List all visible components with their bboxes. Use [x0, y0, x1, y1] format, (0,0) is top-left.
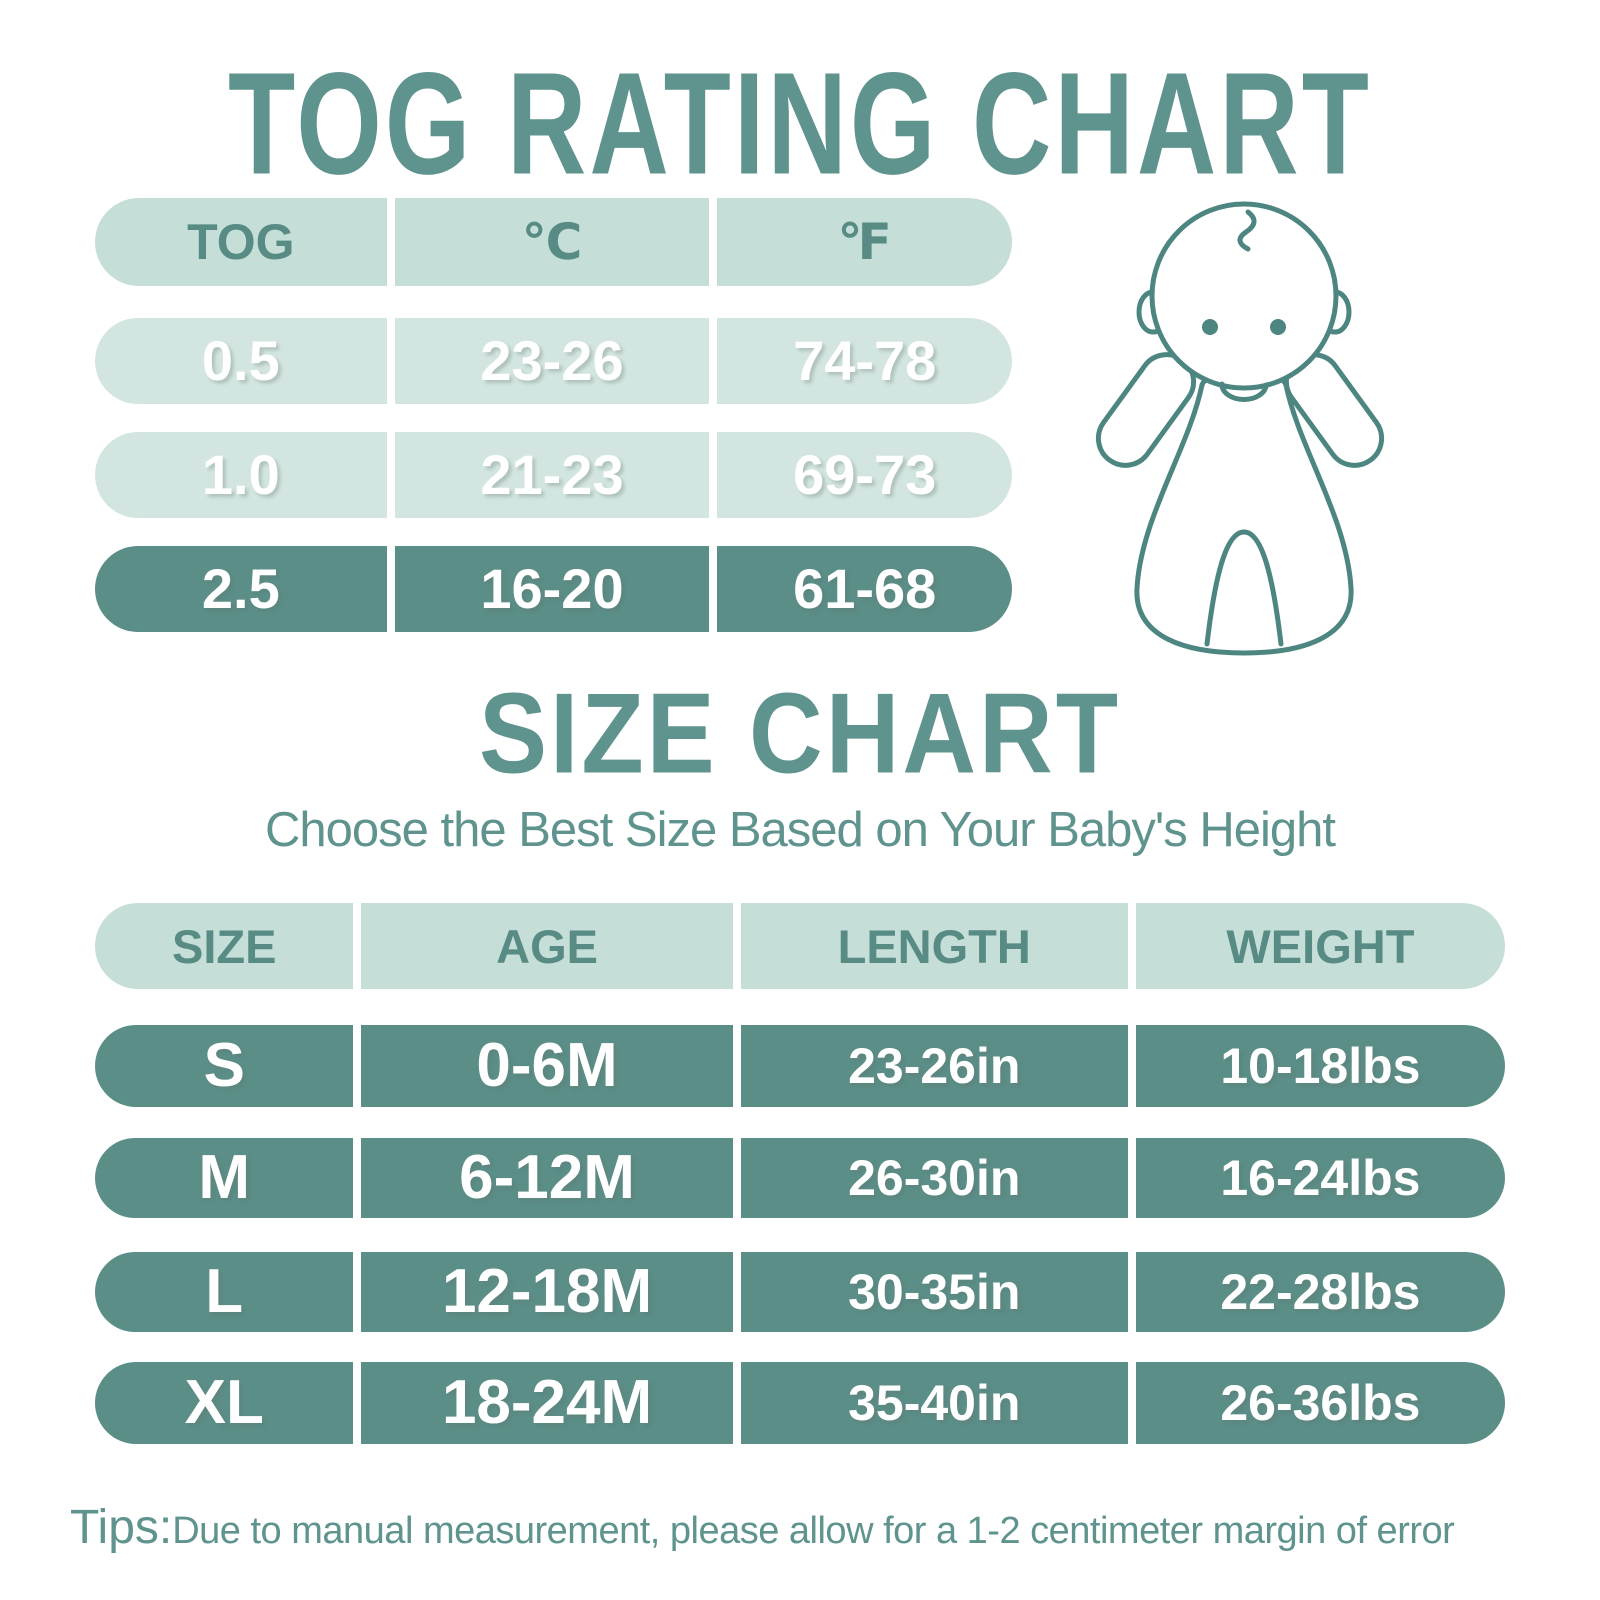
tips-label: Tips: [70, 1501, 173, 1554]
tog-header-celsius: ℃ [394, 198, 710, 286]
size-chart-subtitle: Choose the Best Size Based on Your Baby'… [264, 803, 1336, 857]
length-range: 30-35in [740, 1252, 1128, 1332]
size-header-size: SIZE [95, 903, 354, 989]
tog-table-header-row: TOG ℃ ℉ [95, 198, 1012, 286]
tips-footnote: Tips:Due to manual measurement, please a… [70, 1500, 1455, 1555]
age-range: 6-12M [361, 1138, 733, 1218]
size-header-length: LENGTH [740, 903, 1128, 989]
celsius-range: 21-23 [394, 432, 710, 518]
length-range: 23-26in [740, 1025, 1128, 1107]
size-value: S [95, 1025, 354, 1107]
size-header-age: AGE [361, 903, 733, 989]
celsius-range: 16-20 [394, 546, 710, 632]
age-range: 0-6M [361, 1025, 733, 1107]
fahrenheit-range: 74-78 [717, 318, 1012, 404]
tog-chart-title: TOG RATING CHART [228, 42, 1372, 206]
size-table-header-row: SIZE AGE LENGTH WEIGHT [95, 903, 1505, 989]
length-range: 26-30in [740, 1138, 1128, 1218]
tog-value: 1.0 [95, 432, 387, 518]
length-range: 35-40in [740, 1362, 1128, 1444]
tog-row-1-0: 1.0 21-23 69-73 [95, 432, 1012, 518]
size-row-xl: XL 18-24M 35-40in 26-36lbs [95, 1362, 1505, 1444]
tog-value: 0.5 [95, 318, 387, 404]
fahrenheit-range: 69-73 [717, 432, 1012, 518]
fahrenheit-range: 61-68 [717, 546, 1012, 632]
age-range: 18-24M [361, 1362, 733, 1444]
celsius-range: 23-26 [394, 318, 710, 404]
weight-range: 26-36lbs [1135, 1362, 1505, 1444]
tog-row-2-5-highlighted: 2.5 16-20 61-68 [95, 546, 1012, 632]
size-value: XL [95, 1362, 354, 1444]
tog-header-tog: TOG [95, 198, 387, 286]
tog-value: 2.5 [95, 546, 387, 632]
size-value: L [95, 1252, 354, 1332]
tog-row-0-5: 0.5 23-26 74-78 [95, 318, 1012, 404]
size-row-s: S 0-6M 23-26in 10-18lbs [95, 1025, 1505, 1107]
age-range: 12-18M [361, 1252, 733, 1332]
weight-range: 10-18lbs [1135, 1025, 1505, 1107]
weight-range: 16-24lbs [1135, 1138, 1505, 1218]
size-value: M [95, 1138, 354, 1218]
size-row-m: M 6-12M 26-30in 16-24lbs [95, 1138, 1505, 1218]
size-row-l: L 12-18M 30-35in 22-28lbs [95, 1252, 1505, 1332]
weight-range: 22-28lbs [1135, 1252, 1505, 1332]
baby-in-sleep-sack-icon [1095, 201, 1385, 656]
size-header-weight: WEIGHT [1135, 903, 1505, 989]
tips-text: Due to manual measurement, please allow … [172, 1510, 1455, 1552]
size-chart-title: SIZE CHART [479, 669, 1121, 797]
tog-header-fahrenheit: ℉ [717, 198, 1012, 286]
